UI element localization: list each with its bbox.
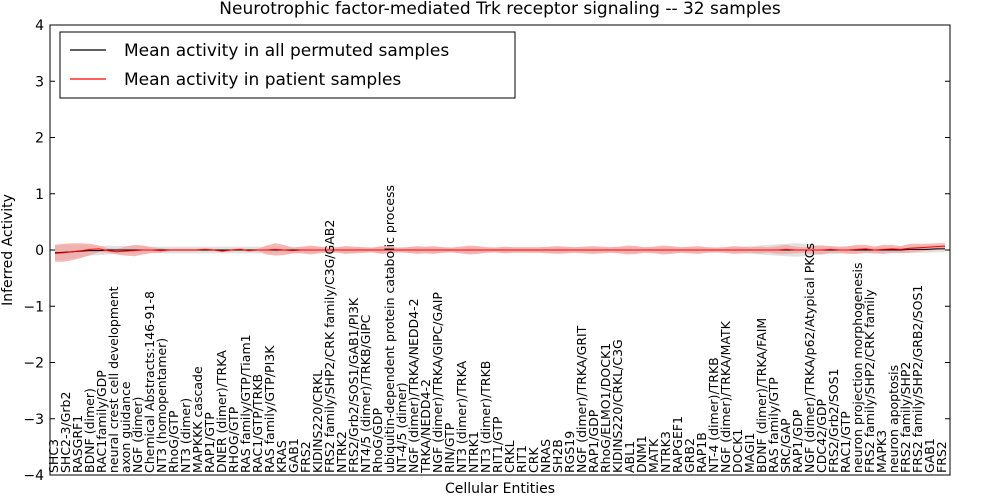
entity-label: FRS2 family/SHP2/GRB2/SOS1 bbox=[910, 285, 925, 473]
entity-label: GAB1 bbox=[286, 438, 301, 473]
entity-label: FRS2/Grb2/SOS1/GAB1/PI3K bbox=[346, 297, 361, 473]
entity-label: KRAS bbox=[274, 440, 289, 473]
y-tick-label: −1 bbox=[23, 299, 44, 315]
entity-label: RAPGEF1 bbox=[670, 416, 685, 473]
entity-label: RAC1/GTP/TRKB bbox=[250, 374, 265, 473]
entity-label: RAP1B bbox=[694, 432, 709, 473]
chart-title: Neurotrophic factor-mediated Trk recepto… bbox=[219, 0, 781, 19]
y-tick-label: −2 bbox=[23, 356, 44, 372]
entity-label: neuron projection morphogenesis bbox=[850, 262, 865, 473]
entity-label: RASGRF1 bbox=[70, 415, 85, 473]
entity-label: ubiquitin-dependent protein catabolic pr… bbox=[382, 185, 397, 473]
entity-label: RAS family/GTP/PI3K bbox=[262, 345, 277, 473]
entity-label: CRK bbox=[526, 447, 541, 473]
entity-label: MAPK3 bbox=[874, 430, 889, 473]
entity-label: NGF (dimer)/TRKA/GIPC/GAIP bbox=[430, 292, 445, 473]
entity-label: NT3 (dimer)/TRKB bbox=[478, 361, 493, 473]
y-tick-label: 0 bbox=[35, 243, 44, 259]
entity-label: RhoG/GDP bbox=[370, 408, 385, 473]
axes: −4 −3 −2 −1 0 1 2 3 4 bbox=[23, 18, 951, 484]
x-axis-label: Cellular Entities bbox=[445, 481, 555, 497]
entity-label: RAP1/GDP bbox=[586, 409, 601, 473]
entity-label: SHC2-3/Grb2 bbox=[58, 392, 73, 473]
y-tick-label: 2 bbox=[35, 131, 44, 147]
entity-label: NGF (dimer) bbox=[130, 397, 145, 473]
entity-label: RAC1/GTP bbox=[838, 411, 853, 473]
entity-label: RHOG/GTP bbox=[226, 406, 241, 473]
y-tick-label: 1 bbox=[35, 187, 44, 203]
entity-label: RIT1 bbox=[514, 445, 529, 473]
entity-label: KIDINS220/CRKL/C3G bbox=[610, 339, 625, 473]
entity-label: RIT1/GTP bbox=[490, 416, 505, 473]
entity-label: GAB1 bbox=[922, 438, 937, 473]
entity-label: Chemical Abstracts:146-91-8 bbox=[142, 291, 157, 473]
plot-area bbox=[54, 243, 946, 262]
entity-label: MAPKKK cascade bbox=[190, 366, 205, 473]
entity-label: RAS family/GTP/Tiam1 bbox=[238, 334, 253, 473]
entity-label: NT-4 (dimer)/TRKB bbox=[706, 357, 721, 473]
entity-label: SRC/GAP bbox=[778, 418, 793, 473]
entity-label: DOCK1 bbox=[730, 429, 745, 473]
entity-label: TRKA/NEDD4-2 bbox=[418, 379, 433, 474]
entity-label: NT3 (homopentamer) bbox=[154, 338, 169, 473]
entity-label: CDC42/GDP bbox=[814, 398, 829, 473]
entity-label: RAP1/GTP bbox=[202, 412, 217, 473]
entity-label: axon guidance bbox=[118, 381, 133, 473]
entity-label: BDNF (dimer) bbox=[82, 388, 97, 473]
entity-label: NGF (dimer)/TRKA/GRIT bbox=[574, 325, 589, 473]
entity-label: RAP1/GDP bbox=[790, 409, 805, 473]
entity-label: KIDINS220/CRKL bbox=[310, 370, 325, 473]
entity-label: NRAS bbox=[538, 439, 553, 473]
entity-label: FRS2 family/SHP2/CRK family bbox=[862, 289, 877, 473]
entity-label: GRB2 bbox=[682, 438, 697, 473]
entity-label: ABL1 bbox=[622, 441, 637, 473]
entity-label: DNER (dimer)/TRKA bbox=[214, 350, 229, 473]
y-tick-label: −4 bbox=[23, 468, 44, 484]
entity-label: neuron apoptosis bbox=[886, 365, 901, 473]
entity-label: NTRK2 bbox=[334, 431, 349, 473]
entity-label: RAC1family/GDP bbox=[94, 370, 109, 473]
entity-label: SH2B bbox=[550, 439, 565, 473]
entity-label: NTRK1 bbox=[466, 431, 481, 473]
entity-label: NT4/5 (dimer)/TRKB/GIPC bbox=[358, 314, 373, 473]
entity-label: RhoG/GTP bbox=[166, 410, 181, 473]
entity-label: RhoG/ELMO1/DOCK1 bbox=[598, 343, 613, 473]
series-line-patient bbox=[54, 245, 946, 254]
patient-confidence-band bbox=[55, 243, 945, 262]
legend-label-permuted: Mean activity in all permuted samples bbox=[124, 41, 449, 61]
entity-label: FRS2 bbox=[298, 441, 313, 473]
entity-label: MATK bbox=[646, 438, 661, 473]
y-axis-label: Inferred Activity bbox=[0, 194, 16, 306]
legend-frame bbox=[59, 31, 516, 99]
y-tick-label: 4 bbox=[35, 18, 44, 34]
entity-label: NGF (dimer)/TRKA/NEDD4-2 bbox=[406, 298, 421, 473]
entity-label: RIN/GTP bbox=[442, 422, 457, 473]
entity-label: NT3 (dimer)/TRKA bbox=[454, 360, 469, 473]
entity-label: FRS2/Grb2/SOS1 bbox=[826, 368, 841, 473]
entity-label: NT-4/5 (dimer) bbox=[394, 382, 409, 473]
entity-label: CRKL bbox=[502, 440, 517, 473]
entity-label: RAS family/GTP bbox=[766, 377, 781, 473]
entity-label: NGF (dimer)/TRKA/p62/Atypical PKCs bbox=[802, 243, 817, 473]
entity-label: NT3 (dimer) bbox=[178, 398, 193, 473]
entity-label: FRS2 family/SHP2 bbox=[898, 362, 913, 473]
legend-label-patient: Mean activity in patient samples bbox=[124, 70, 401, 90]
entity-label: FRS2 bbox=[934, 441, 949, 473]
entity-label: FRS2 family/SHP2/CRK family/C3G/GAB2 bbox=[322, 220, 337, 473]
entity-label: MAGI1 bbox=[742, 433, 757, 473]
y-tick-label: −3 bbox=[23, 412, 44, 428]
y-tick-label: 3 bbox=[35, 74, 44, 90]
entity-label: BDNF (dimer)/TRKA/FAIM bbox=[754, 318, 769, 473]
entity-label: NGF (dimer)/TRKA/MATK bbox=[718, 320, 733, 473]
entity-label: DNM1 bbox=[634, 435, 649, 473]
entity-label: neural crest cell development bbox=[106, 286, 121, 473]
legend: Mean activity in all permuted samples Me… bbox=[59, 31, 516, 99]
entity-label: RGS19 bbox=[562, 431, 577, 473]
entity-label: NTRK3 bbox=[658, 431, 673, 473]
